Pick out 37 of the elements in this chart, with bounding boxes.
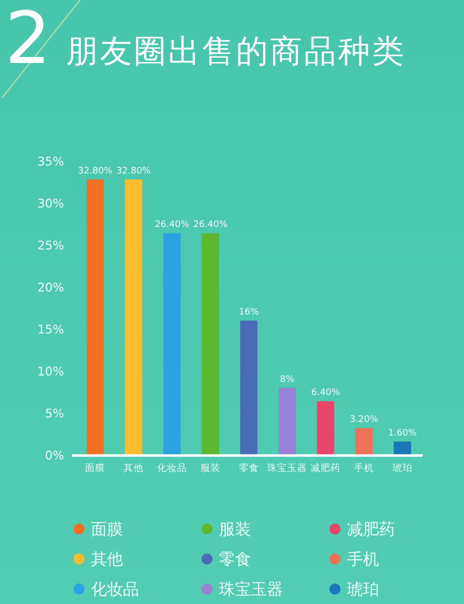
legend-label: 零食: [219, 550, 251, 568]
data-label: 8%: [280, 374, 295, 385]
y-tick-label: 5%: [44, 406, 64, 420]
legend-label: 减肥药: [347, 520, 395, 538]
y-tick-label: 20%: [37, 280, 64, 294]
x-tick-label: 面膜: [85, 462, 106, 474]
x-tick-label: 减肥药: [310, 462, 341, 474]
x-tick-label: 化妆品: [157, 462, 187, 474]
x-tick-label: 珠宝玉器: [267, 462, 308, 474]
y-tick-label: 0%: [44, 448, 64, 462]
y-tick-label: 10%: [37, 364, 64, 378]
legend-label: 面膜: [91, 520, 123, 538]
legend-label: 服装: [219, 520, 251, 538]
data-label: 32.80%: [116, 166, 152, 176]
y-tick-label: 15%: [37, 322, 64, 336]
x-tick-label: 服装: [200, 462, 220, 474]
x-tick-label: 手机: [354, 462, 374, 474]
data-label: 3.20%: [350, 415, 379, 426]
data-label: 1.60%: [388, 428, 418, 439]
data-label: 6.40%: [311, 388, 340, 398]
y-tick-label: 25%: [37, 238, 64, 252]
legend-label: 珠宝玉器: [219, 580, 283, 598]
x-tick-label: 零食: [238, 462, 259, 474]
y-tick-label: 30%: [37, 196, 64, 210]
data-label: 32.80%: [78, 166, 113, 176]
legend-label: 琥珀: [347, 580, 379, 598]
legend-label: 其他: [91, 550, 123, 568]
data-label: 16%: [238, 308, 260, 318]
data-label: 26.40%: [193, 220, 228, 230]
data-label: 26.40%: [154, 220, 190, 230]
y-tick-label: 35%: [37, 154, 64, 168]
x-tick-label: 琥珀: [392, 462, 412, 474]
text: 2: [5, 0, 51, 80]
x-tick-label: 其他: [124, 462, 144, 474]
legend-label: 化妆品: [91, 580, 139, 598]
chart-title: 朋友圈出售的商品种类: [66, 32, 406, 70]
legend-label: 手机: [347, 550, 379, 568]
